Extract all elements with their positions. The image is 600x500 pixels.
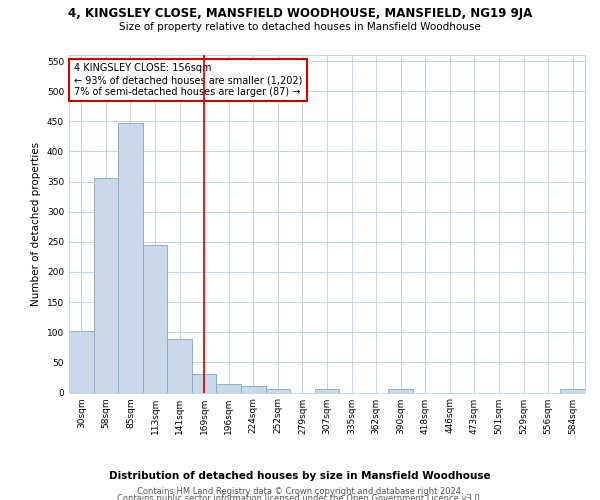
Bar bbox=[69, 331, 94, 392]
Bar bbox=[167, 339, 192, 392]
Text: Contains HM Land Registry data © Crown copyright and database right 2024.: Contains HM Land Registry data © Crown c… bbox=[137, 487, 463, 496]
Bar bbox=[192, 374, 217, 392]
Y-axis label: Number of detached properties: Number of detached properties bbox=[31, 142, 41, 306]
Bar bbox=[241, 386, 266, 392]
Text: Size of property relative to detached houses in Mansfield Woodhouse: Size of property relative to detached ho… bbox=[119, 22, 481, 32]
Bar bbox=[388, 390, 413, 392]
Bar bbox=[315, 390, 339, 392]
Text: 4, KINGSLEY CLOSE, MANSFIELD WOODHOUSE, MANSFIELD, NG19 9JA: 4, KINGSLEY CLOSE, MANSFIELD WOODHOUSE, … bbox=[68, 8, 532, 20]
Text: 4 KINGSLEY CLOSE: 156sqm
← 93% of detached houses are smaller (1,202)
7% of semi: 4 KINGSLEY CLOSE: 156sqm ← 93% of detach… bbox=[74, 64, 302, 96]
Bar bbox=[217, 384, 241, 392]
Bar bbox=[118, 122, 143, 392]
Bar bbox=[143, 246, 167, 392]
Bar bbox=[94, 178, 118, 392]
Bar bbox=[266, 390, 290, 392]
Text: Contains public sector information licensed under the Open Government Licence v3: Contains public sector information licen… bbox=[118, 494, 482, 500]
Bar bbox=[560, 390, 585, 392]
Text: Distribution of detached houses by size in Mansfield Woodhouse: Distribution of detached houses by size … bbox=[109, 471, 491, 481]
